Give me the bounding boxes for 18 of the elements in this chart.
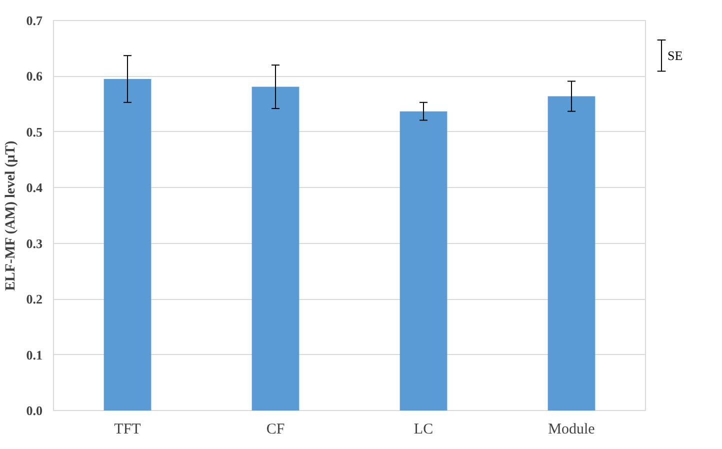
x-tick-label: LC [414, 422, 434, 438]
x-tick-label: TFT [114, 422, 141, 438]
x-tick-label: Module [548, 422, 596, 438]
y-tick-label: 0.7 [26, 13, 43, 28]
y-tick-label: 0.4 [26, 180, 43, 196]
y-tick-label: 0.2 [26, 292, 42, 307]
bar [548, 96, 596, 410]
y-tick-label: 0.3 [26, 236, 43, 251]
bar [104, 79, 152, 410]
y-tick-label: 0.1 [26, 347, 42, 362]
x-tick-label: CF [266, 422, 285, 438]
y-axis-title: ELF-MF (AM) level (μT) [3, 140, 18, 291]
y-tick-label: 0.0 [26, 403, 42, 418]
y-tick-label: 0.6 [26, 68, 43, 84]
y-tick-label: 0.5 [26, 124, 43, 140]
bar [252, 86, 300, 410]
text: SE [668, 48, 683, 64]
bar [400, 111, 448, 410]
